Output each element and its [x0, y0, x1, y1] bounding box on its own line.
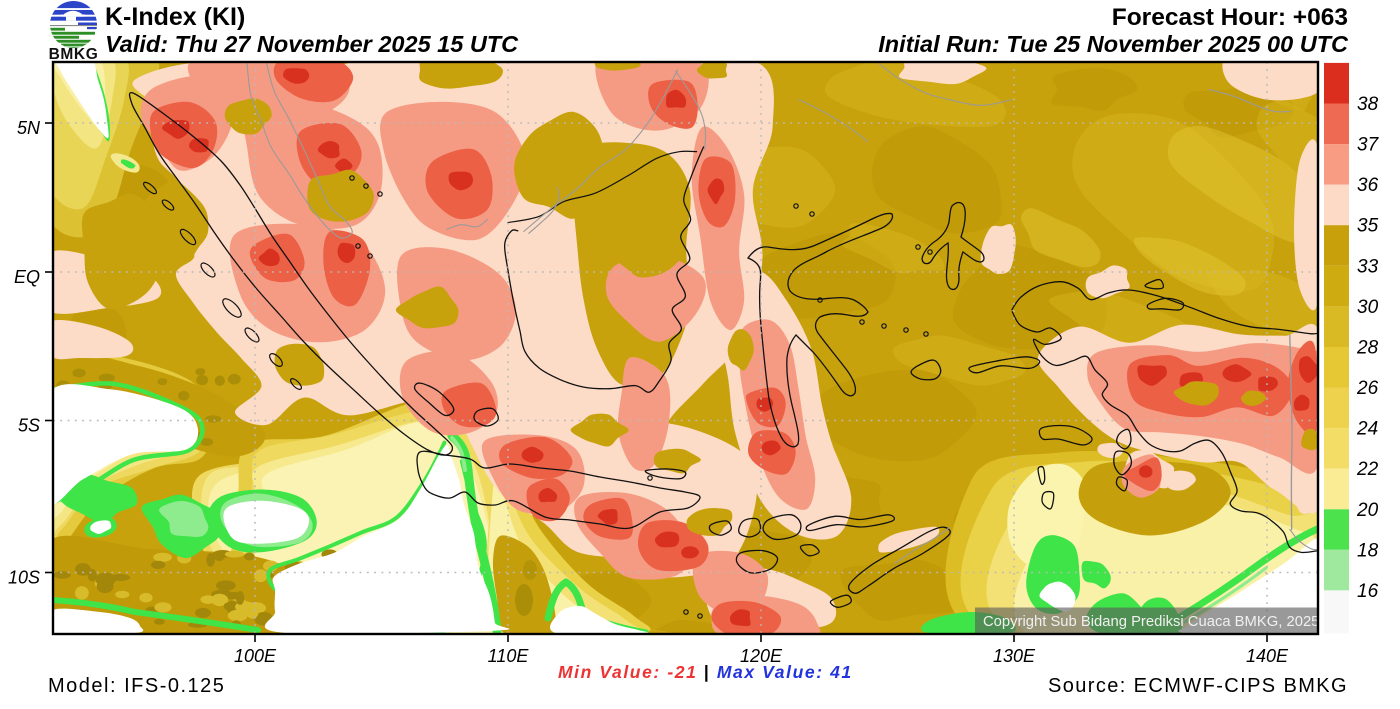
svg-text:38: 38: [1357, 94, 1379, 115]
svg-text:35: 35: [1357, 216, 1379, 237]
svg-text:130E: 130E: [993, 646, 1036, 666]
svg-text:EQ: EQ: [14, 267, 40, 287]
svg-text:BMKG: BMKG: [49, 46, 99, 63]
svg-text:33: 33: [1357, 256, 1379, 277]
svg-text:100E: 100E: [234, 646, 277, 666]
svg-text:Forecast Hour: +063: Forecast Hour: +063: [1112, 4, 1348, 31]
svg-text:30: 30: [1357, 297, 1379, 318]
svg-text:Min Value: -21 | Max Value: 4: Min Value: -21 | Max Value: 41: [558, 662, 853, 682]
svg-text:5N: 5N: [17, 118, 41, 138]
svg-text:26: 26: [1356, 378, 1379, 399]
svg-text:Model: IFS-0.125: Model: IFS-0.125: [48, 675, 225, 697]
svg-text:36: 36: [1357, 175, 1379, 196]
svg-text:Initial Run: Tue 25 November 2: Initial Run: Tue 25 November 2025 00 UTC: [878, 31, 1349, 57]
svg-text:22: 22: [1356, 459, 1379, 480]
svg-text:110E: 110E: [488, 646, 530, 666]
svg-text:5S: 5S: [18, 416, 40, 436]
svg-text:Valid: Thu 27 November 2025 15: Valid: Thu 27 November 2025 15 UTC: [105, 31, 519, 57]
svg-text:18: 18: [1357, 540, 1379, 561]
svg-text:10S: 10S: [8, 568, 40, 588]
svg-text:24: 24: [1356, 419, 1378, 440]
svg-text:28: 28: [1356, 338, 1379, 359]
svg-text:37: 37: [1357, 135, 1380, 156]
svg-text:120E: 120E: [740, 646, 783, 666]
svg-text:16: 16: [1357, 581, 1379, 602]
svg-text:140E: 140E: [1246, 646, 1289, 666]
svg-text:20: 20: [1356, 500, 1379, 521]
svg-text:K-Index (KI): K-Index (KI): [105, 3, 245, 31]
svg-text:Source: ECMWF-CIPS BMKG: Source: ECMWF-CIPS BMKG: [1048, 675, 1348, 697]
svg-text:Copyright Sub Bidang Prediksi: Copyright Sub Bidang Prediksi Cuaca BMKG…: [983, 614, 1319, 630]
